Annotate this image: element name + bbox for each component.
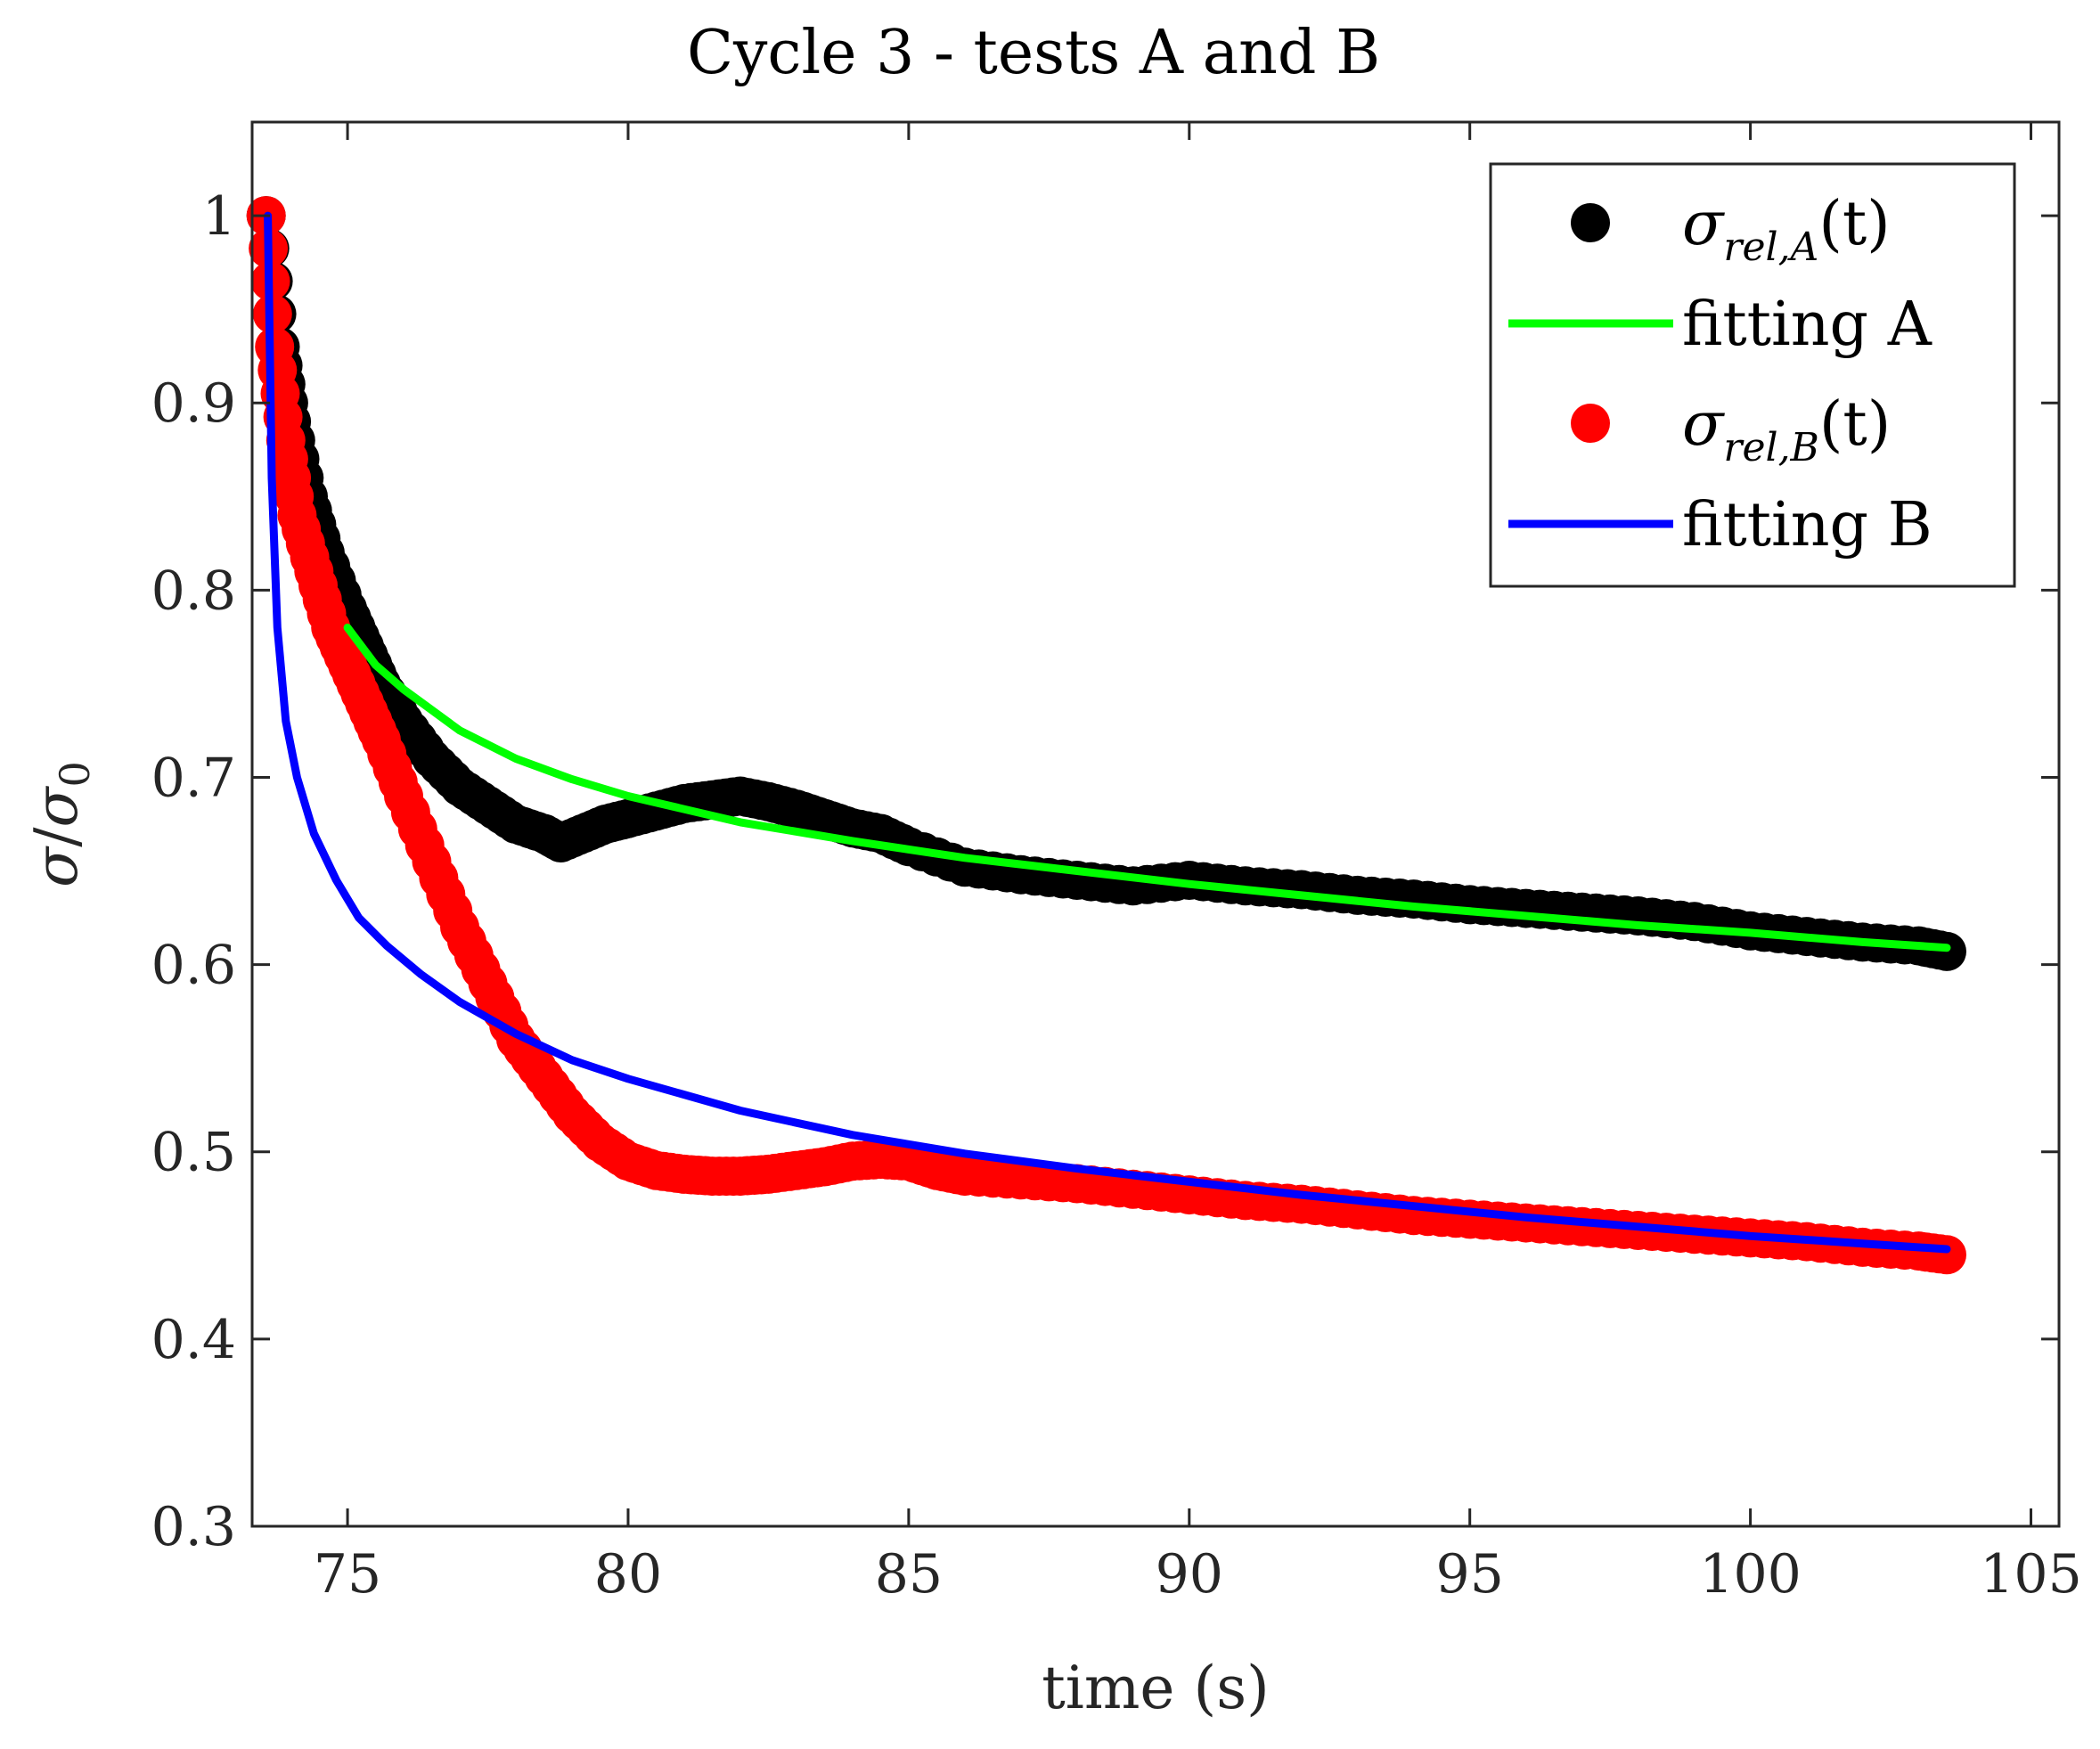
y-axis-label-sigma-zero: σ xyxy=(22,786,91,828)
x-tick-label: 105 xyxy=(1980,1543,2082,1606)
y-tick-label: 0.5 xyxy=(151,1122,236,1184)
x-tick-label: 75 xyxy=(314,1543,381,1606)
chart-title: Cycle 3 - tests A and B xyxy=(687,18,1380,88)
x-axis-label: time (s) xyxy=(1042,1654,1270,1722)
y-axis-label-sigma: σ xyxy=(22,846,91,887)
x-tick-label: 95 xyxy=(1436,1543,1504,1606)
y-axis: 0.3 0.4 0.5 0.6 0.7 0.8 0.9 1 xyxy=(151,185,2059,1558)
series-layer xyxy=(246,196,1966,1275)
y-axis-label-slash: / xyxy=(22,827,91,847)
svg-text:σ/σ0: σ/σ0 xyxy=(22,761,99,887)
x-tick-label: 80 xyxy=(594,1543,662,1606)
y-tick-label: 0.6 xyxy=(151,935,236,997)
x-axis: 75 80 85 90 95 100 105 xyxy=(314,122,2082,1606)
fit-line-b xyxy=(264,211,1951,1254)
legend-marker-b-data xyxy=(1571,404,1610,443)
legend-marker-a-data xyxy=(1571,203,1610,242)
y-tick-label: 0.9 xyxy=(151,372,236,435)
legend-label-b-data: σrel,B(t) xyxy=(1682,389,1891,470)
y-axis-label: σ/σ0 xyxy=(22,761,99,887)
legend-label-fitting-a: fitting A xyxy=(1682,290,1932,360)
legend: σrel,A(t) fitting A σrel,B(t) fitting B xyxy=(1489,162,2016,588)
y-tick-label: 1 xyxy=(202,185,236,248)
y-tick-label: 0.7 xyxy=(151,747,236,809)
x-tick-label: 100 xyxy=(1699,1543,1802,1606)
legend-label-a-data: σrel,A(t) xyxy=(1682,189,1891,270)
legend-label-fitting-b: fitting B xyxy=(1682,490,1932,560)
fit-line-a xyxy=(343,623,1951,952)
x-tick-label: 85 xyxy=(875,1543,943,1606)
x-tick-label: 90 xyxy=(1156,1543,1223,1606)
y-tick-label: 0.3 xyxy=(151,1496,236,1558)
y-tick-label: 0.8 xyxy=(151,560,236,622)
y-axis-label-sub: 0 xyxy=(51,761,99,787)
data-point xyxy=(1927,1235,1966,1275)
axes-box xyxy=(250,120,2061,1528)
y-tick-label: 0.4 xyxy=(151,1309,236,1371)
